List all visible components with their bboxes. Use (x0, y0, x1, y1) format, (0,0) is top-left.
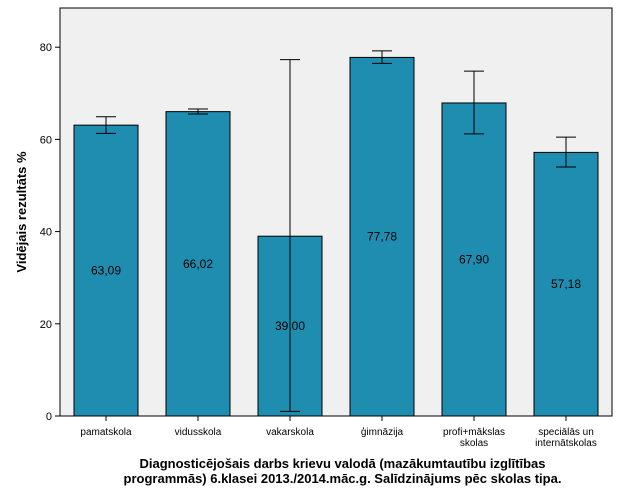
y-tick-label: 20 (40, 319, 52, 331)
x-tick-label: pamatskola (80, 427, 132, 438)
x-axis-title-line-2: programmās) 6.klasei 2013./2014.māc.g. S… (123, 471, 562, 486)
data-label: 57,18 (551, 277, 581, 291)
data-label: 66,02 (183, 257, 213, 271)
bar (73, 124, 139, 417)
x-axis-title-line-1: Diagnosticējošais darbs krievu valodā (m… (139, 456, 546, 471)
data-label: 39,00 (275, 319, 305, 333)
x-tick-label: profi+mākslas (443, 427, 505, 438)
x-axis-title: Diagnosticējošais darbs krievu valodā (m… (60, 456, 625, 486)
y-tick-label: 40 (40, 227, 52, 239)
data-label: 77,78 (367, 230, 397, 244)
x-tick-label: vidusskola (175, 427, 222, 438)
y-tick-label: 0 (46, 411, 52, 423)
x-tick-label: ģimnāzija (361, 425, 404, 438)
data-label: 67,90 (459, 252, 489, 266)
x-tick-label: speciālās un (538, 427, 594, 438)
data-label: 63,09 (91, 264, 121, 278)
x-tick-label: vakarskola (266, 427, 314, 438)
y-tick-label: 60 (40, 134, 52, 146)
plot-area (59, 7, 613, 417)
x-tick-label: internātskolas (535, 438, 597, 449)
x-tick-label: skolas (460, 438, 488, 449)
y-tick-label: 80 (40, 42, 52, 54)
y-axis-label: Vidējais rezultāts % (14, 151, 29, 273)
